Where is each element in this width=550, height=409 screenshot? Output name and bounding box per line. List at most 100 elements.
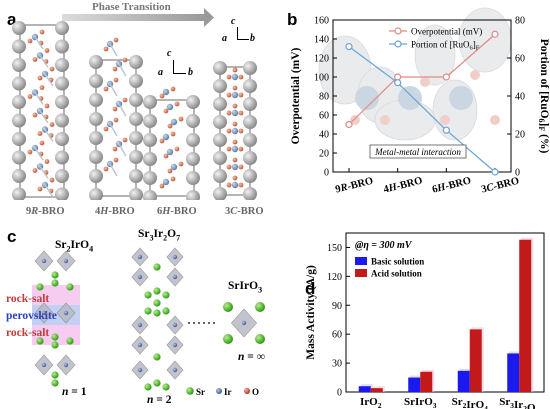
- o-atom: [238, 110, 244, 116]
- series-point: [394, 79, 402, 87]
- plot-frame: [345, 232, 545, 393]
- axes-indicator-6h: c a b: [158, 48, 200, 90]
- sr-atom: [243, 97, 257, 111]
- y-axis-label: Overpotential (mV): [290, 47, 302, 144]
- y-tick-label: 140: [314, 35, 329, 46]
- title-sriro3: SrIrO3: [228, 280, 263, 295]
- ir-atom: [172, 274, 178, 280]
- sr-atom: [36, 337, 44, 345]
- ir-atom: [41, 310, 47, 316]
- o-atom: [238, 182, 244, 188]
- legend-o: O: [252, 387, 260, 397]
- bar-basic-solution: [457, 370, 470, 392]
- ir-atom: [241, 320, 247, 326]
- ir-atom: [172, 367, 178, 373]
- y-tick-label: 0: [324, 168, 329, 179]
- o-atom: [238, 146, 244, 152]
- sr-atom: [243, 79, 257, 93]
- x-tick-label: 6H-BRO: [431, 175, 472, 195]
- bar-acid-solution: [519, 239, 532, 392]
- o-atom: [27, 149, 33, 155]
- o-atom: [112, 146, 118, 152]
- annotation-text: @η = 300 mV: [355, 240, 413, 251]
- bond: [118, 143, 127, 157]
- sr-atom: [243, 151, 257, 165]
- sr-atom: [153, 287, 161, 295]
- sr-atom: [55, 150, 69, 165]
- o-atom: [238, 92, 244, 98]
- axis-b-label-2: b: [250, 33, 255, 44]
- o-atom: [226, 110, 232, 116]
- o-atom: [167, 123, 173, 129]
- o-atom: [226, 146, 232, 152]
- ir-atom: [63, 310, 69, 316]
- sr-atom: [12, 39, 26, 54]
- annotation-text: Metal-metal interaction: [374, 147, 461, 157]
- legend-ir-atom: [216, 388, 222, 394]
- legend-sr: Sr: [196, 387, 205, 397]
- panel-a-svg: [12, 8, 257, 200]
- ir-atom: [137, 342, 143, 348]
- bond: [109, 163, 118, 177]
- sr-atom: [12, 132, 26, 146]
- o-atom: [238, 74, 244, 80]
- o-atom: [163, 153, 169, 159]
- sr-atom: [89, 55, 103, 69]
- ru-atom: [231, 181, 239, 189]
- sr-atom: [243, 133, 257, 147]
- ru-atom: [231, 91, 239, 99]
- x-tick-label: 4H-BRO: [382, 175, 423, 195]
- o-atom: [112, 106, 118, 112]
- metal-atom: [449, 86, 473, 110]
- ru-atom: [162, 178, 170, 186]
- sr-atom: [51, 371, 59, 379]
- sr-atom: [129, 93, 143, 107]
- panel-b: b 0 20 40 60 80 100 120 140 160 0 20 40 60 80 9R-BRO 4H…: [285, 0, 550, 225]
- bar-basic-solution: [358, 386, 371, 392]
- arrow-text: Phase Transition: [92, 1, 171, 13]
- y-tick-label: 60: [332, 330, 342, 341]
- o-atom: [232, 103, 238, 109]
- y2-tick-label: 60: [515, 54, 525, 65]
- series-point: [442, 73, 450, 81]
- sr-atom: [12, 21, 26, 35]
- sr-atom: [12, 95, 26, 109]
- ru-atom: [231, 73, 239, 81]
- sr-atom: [143, 95, 157, 109]
- o-atom: [226, 182, 232, 188]
- y-tick-label: 30: [332, 359, 342, 370]
- oxygen-atom: [490, 115, 500, 125]
- phase-arrow-shaft: [62, 14, 204, 21]
- ninf-label: n = ∞: [238, 351, 265, 363]
- o-atom: [37, 75, 43, 81]
- label-9r-bro: 9R-BRO: [26, 206, 65, 217]
- legend-o-atom: [244, 388, 250, 394]
- y2-tick-label: 80: [515, 16, 525, 27]
- o-atom: [39, 140, 45, 146]
- sr-atom: [213, 61, 227, 75]
- y-tick-label: 20: [319, 149, 329, 160]
- ru-atom: [170, 118, 178, 126]
- sr-atom: [129, 188, 143, 200]
- ir-atom: [137, 274, 143, 280]
- ru-atom: [231, 109, 239, 117]
- legend-marker: [394, 40, 402, 48]
- bond: [34, 36, 44, 50]
- o-atom: [122, 57, 128, 63]
- ir-atom: [63, 258, 69, 264]
- bond: [118, 63, 127, 77]
- sr-atom: [129, 150, 143, 164]
- x-tick-label: Sr3Ir2O7: [499, 396, 539, 409]
- sr-atom: [129, 55, 143, 69]
- o-atom: [122, 137, 128, 143]
- sr-atom: [51, 379, 59, 387]
- sr-atom: [153, 299, 161, 307]
- y-tick-label: 120: [327, 272, 342, 283]
- y2-axis-label: Portion of [RuO6]F (%): [537, 39, 550, 154]
- axes-indicator-3c: c a b: [222, 16, 262, 58]
- ru-atom: [231, 127, 239, 135]
- sr-atom: [89, 169, 103, 183]
- o-atom: [44, 159, 50, 164]
- o-atom: [49, 177, 55, 183]
- bond: [39, 55, 49, 68]
